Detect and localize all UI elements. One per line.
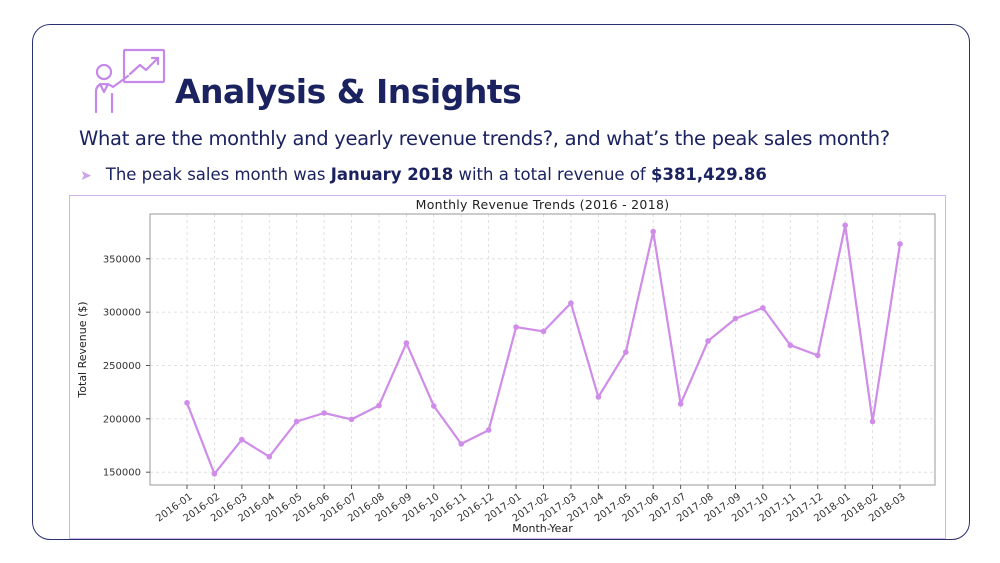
data-point (293, 418, 300, 425)
y-tick-label: 250000 (103, 361, 141, 372)
peak-revenue: $381,429.86 (650, 165, 767, 184)
data-point (869, 418, 876, 425)
data-point (650, 228, 656, 235)
data-point (458, 441, 465, 447)
y-tick-label: 200000 (103, 414, 141, 425)
data-point (842, 222, 848, 229)
data-point (321, 410, 327, 416)
data-point (184, 400, 190, 406)
bullet-prefix: The peak sales month was (105, 165, 331, 184)
question-text: What are the monthly and yearly revenue … (79, 127, 890, 150)
data-point (431, 403, 437, 409)
data-point (787, 342, 794, 349)
arrow-bullet-icon: ➤ (80, 168, 92, 184)
data-point (677, 401, 684, 407)
data-point (348, 416, 355, 423)
y-tick-label: 300000 (103, 308, 141, 319)
data-point (568, 300, 574, 306)
data-point (376, 402, 382, 409)
data-point (622, 349, 629, 355)
data-point (403, 340, 410, 346)
data-point (814, 352, 821, 359)
data-point (513, 324, 519, 330)
presenter-with-chart-icon (94, 48, 166, 114)
bullet-middle: with a total revenue of (453, 165, 651, 184)
data-point (705, 338, 711, 344)
y-tick-label: 350000 (103, 254, 141, 265)
y-tick-label: 150000 (103, 468, 141, 479)
page-title: Analysis & Insights (175, 72, 522, 111)
chart-title: Monthly Revenue Trends (2016 - 2018) (416, 197, 670, 212)
data-point (540, 328, 547, 335)
data-point (760, 305, 766, 311)
x-axis-label: Month-Year (512, 522, 573, 535)
data-point (595, 394, 602, 400)
data-point (266, 453, 273, 460)
insight-bullet: ➤ The peak sales month was January 2018 w… (80, 165, 767, 184)
data-point (211, 470, 218, 477)
revenue-line-chart: Monthly Revenue Trends (2016 - 2018) 1500… (76, 197, 936, 535)
peak-month: January 2018 (330, 165, 454, 184)
data-point (732, 315, 739, 322)
plot-frame (149, 213, 936, 486)
chart-container: Monthly Revenue Trends (2016 - 2018) 1500… (69, 195, 946, 539)
data-point (485, 427, 492, 433)
data-point (239, 436, 245, 443)
data-point (897, 241, 903, 247)
y-axis-label: Total Revenue ($) (76, 301, 89, 398)
